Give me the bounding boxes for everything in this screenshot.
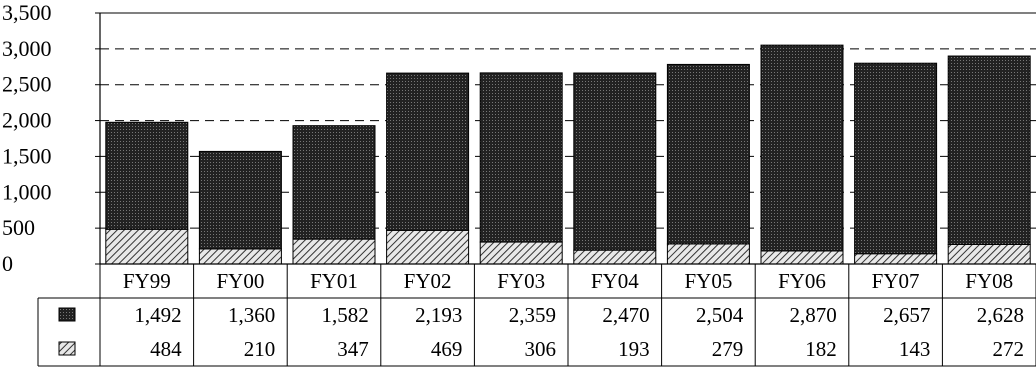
x-tick-label: FY03 (497, 269, 545, 293)
bar-FY02-segment-1 (386, 72, 470, 231)
data-label: 182 (805, 337, 837, 361)
y-tick-label: 2,000 (2, 108, 52, 133)
bar-FY08-segment-1 (947, 55, 1031, 245)
data-label: 193 (618, 337, 650, 361)
bar-FY07-segment-1 (854, 62, 938, 255)
data-label: 272 (993, 337, 1025, 361)
data-label: 347 (337, 337, 369, 361)
x-tick-label: FY02 (404, 269, 452, 293)
y-tick-label: 1,000 (2, 179, 52, 204)
data-label: 1,492 (134, 303, 181, 327)
bar-FY05-segment-1 (666, 63, 750, 245)
x-tick-label: FY05 (684, 269, 732, 293)
x-tick-label: FY07 (872, 269, 920, 293)
x-tick-label: FY06 (778, 269, 826, 293)
y-tick-label: 1,500 (2, 143, 52, 168)
bar-FY01-segment-0 (292, 238, 376, 265)
data-label: 484 (150, 337, 182, 361)
x-tick-label: FY99 (123, 269, 171, 293)
data-label: 2,193 (415, 303, 462, 327)
bar-FY00-segment-1 (198, 150, 282, 250)
data-table: FY99 FY00 FY01 FY02 FY03 FY04 FY05 FY06 FY07 FY08… (37, 264, 1036, 367)
legend-swatch-diagonal-hatch (58, 341, 76, 356)
bar-FY02-segment-0 (386, 229, 470, 265)
bar-FY03-segment-0 (479, 241, 563, 265)
data-label: 2,628 (977, 303, 1024, 327)
data-label: 2,359 (509, 303, 556, 327)
bar-FY05-segment-0 (666, 243, 750, 265)
data-label: 279 (712, 337, 744, 361)
bar-FY00-segment-0 (198, 248, 282, 265)
data-label: 2,657 (883, 303, 930, 327)
data-label: 210 (244, 337, 276, 361)
data-label: 143 (899, 337, 931, 361)
x-tick-label: FY04 (591, 269, 639, 293)
bar-FY99-segment-1 (105, 121, 189, 230)
bar-FY01-segment-1 (292, 125, 376, 240)
x-tick-label: FY01 (310, 269, 358, 293)
bar-FY08-segment-0 (947, 243, 1031, 265)
bar-FY06-segment-1 (760, 44, 844, 252)
y-tick-label: 3,500 (2, 0, 52, 25)
legend-swatch-dark-dots (58, 307, 76, 322)
y-tick-label: 500 (2, 215, 35, 240)
data-label: 2,504 (696, 303, 744, 327)
data-label: 306 (525, 337, 557, 361)
bar-FY03-segment-1 (479, 72, 563, 243)
bar-FY07-segment-0 (854, 253, 938, 265)
data-label: 469 (431, 337, 463, 361)
data-label: 1,582 (322, 303, 369, 327)
bar-FY04-segment-0 (573, 249, 657, 265)
data-label: 1,360 (228, 303, 275, 327)
x-tick-label: FY08 (965, 269, 1013, 293)
data-label: 2,470 (602, 303, 649, 327)
bars (105, 44, 1031, 265)
bar-FY04-segment-1 (573, 72, 657, 251)
bar-FY99-segment-0 (105, 228, 189, 265)
bar-FY06-segment-0 (760, 250, 844, 265)
y-tick-label: 0 (2, 251, 13, 276)
x-tick-label: FY00 (216, 269, 264, 293)
y-tick-label: 3,000 (2, 36, 52, 61)
y-tick-label: 2,500 (2, 72, 52, 97)
data-label: 2,870 (790, 303, 837, 327)
